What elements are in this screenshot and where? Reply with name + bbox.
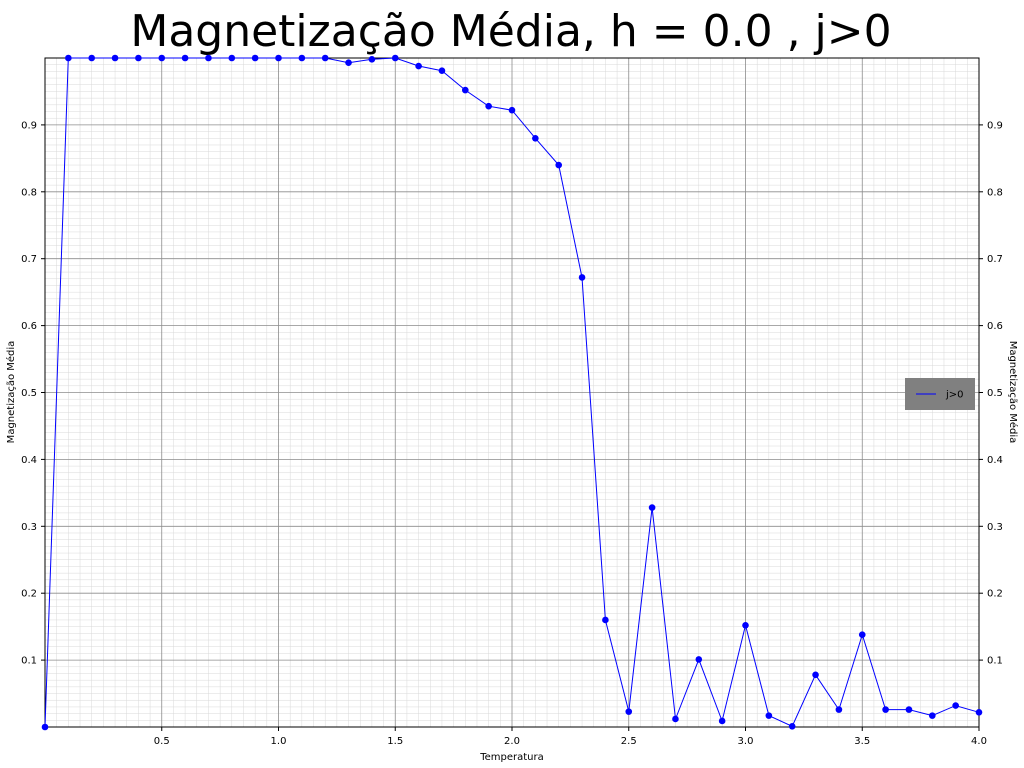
data-point — [812, 671, 819, 679]
data-point — [158, 54, 166, 62]
data-point — [905, 706, 913, 713]
data-point — [251, 54, 259, 62]
x-axis-label: Temperatura — [479, 752, 544, 763]
data-point — [555, 161, 562, 169]
y-tick-label-left: 0.6 — [21, 321, 37, 332]
legend-label: j>0 — [945, 390, 964, 401]
data-point — [135, 54, 142, 62]
x-tick-label: 2.5 — [621, 736, 637, 747]
data-point — [462, 86, 469, 94]
data-point — [578, 274, 586, 281]
legend: j>0 — [905, 378, 975, 410]
data-point — [602, 616, 609, 624]
y-tick-label-left: 0.1 — [21, 656, 37, 667]
y-tick-label-right: 0.5 — [987, 388, 1003, 399]
data-point — [975, 708, 983, 716]
x-tick-label: 1.0 — [271, 736, 287, 747]
data-point — [65, 54, 72, 62]
data-point — [391, 54, 399, 62]
y-tick-label-right: 0.3 — [987, 522, 1003, 533]
data-point — [858, 631, 866, 638]
data-point — [485, 102, 492, 110]
data-point — [718, 717, 726, 725]
data-point — [181, 54, 189, 62]
data-point — [508, 106, 516, 114]
data-point — [648, 504, 656, 511]
data-point — [111, 54, 119, 62]
data-point — [788, 723, 796, 730]
y-tick-label-right: 0.6 — [987, 321, 1003, 332]
data-point — [952, 702, 959, 709]
y-tick-label-right: 0.1 — [987, 656, 1003, 667]
x-tick-label: 4.0 — [971, 736, 987, 747]
y-tick-label-right: 0.2 — [987, 589, 1003, 600]
y-tick-label-left: 0.4 — [21, 455, 37, 466]
y-axis-label: Magnetização Média — [5, 341, 17, 444]
y-tick-label-right: 0.9 — [987, 120, 1003, 131]
data-point — [742, 622, 749, 629]
data-point — [345, 59, 352, 66]
legend-box — [905, 378, 975, 410]
data-point — [88, 54, 95, 62]
data-point — [835, 706, 843, 713]
chart-title: Magnetização Média, h = 0.0 , j>0 — [130, 6, 891, 57]
x-tick-label: 3.0 — [738, 736, 754, 747]
data-point — [672, 715, 679, 723]
y-tick-label-left: 0.3 — [21, 522, 37, 533]
x-tick-label: 3.5 — [854, 736, 870, 747]
x-tick-label: 0.5 — [154, 736, 170, 747]
data-point — [275, 54, 282, 62]
y-tick-label-left: 0.8 — [21, 187, 37, 198]
data-point — [368, 56, 376, 63]
y-tick-label-right: 0.7 — [987, 254, 1003, 265]
y-tick-label-left: 0.7 — [21, 254, 37, 265]
y-tick-label-right: 0.4 — [987, 455, 1003, 466]
data-point — [532, 134, 539, 142]
x-tick-label: 2.0 — [504, 736, 520, 747]
data-point — [765, 712, 773, 719]
data-point — [228, 54, 236, 62]
data-series — [41, 54, 983, 731]
data-point — [882, 706, 889, 713]
y-tick-label-right: 0.8 — [987, 187, 1003, 198]
y-tick-label-left: 0.2 — [21, 589, 37, 600]
data-point — [321, 54, 329, 62]
x-tick-label: 1.5 — [387, 736, 403, 747]
data-point — [929, 712, 936, 719]
data-point — [695, 656, 703, 663]
data-point — [41, 723, 49, 731]
axis-ticks: 0.5 1.0 1.5 2.0 2.5 3.0 3.5 4.0 0.1 0.1 0.2 0.2 0.3 0… — [21, 120, 1003, 747]
data-point — [205, 54, 212, 62]
data-point — [438, 67, 446, 75]
y-axis-label-right: Magnetização Média — [1007, 341, 1019, 444]
y-tick-label-left: 0.9 — [21, 120, 37, 131]
data-point — [415, 62, 422, 70]
y-tick-label-left: 0.5 — [21, 388, 37, 399]
data-point — [625, 708, 633, 715]
data-point — [298, 54, 306, 62]
